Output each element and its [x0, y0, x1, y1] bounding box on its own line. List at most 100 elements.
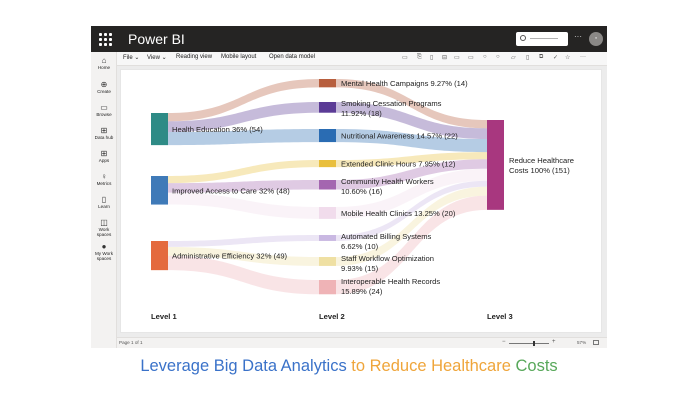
my-workspace-icon: ●	[101, 242, 107, 251]
link-health-education-to-smoking-cessation-programs[interactable]	[168, 102, 319, 133]
link-health-education-to-nutritional-awareness[interactable]	[168, 129, 319, 146]
link-administrative-efficiency-to-interoperable-health-records[interactable]	[168, 255, 319, 295]
link-mental-health-campaigns-to-reduce-healthcare-costs[interactable]	[336, 79, 487, 129]
nav-item-create[interactable]: ⊕ Create	[91, 80, 117, 94]
report-menu-bar: File ⌄ View ⌄ Reading view Mobile layout…	[117, 52, 607, 66]
comment-icon[interactable]: ▭	[402, 55, 408, 61]
file-menu[interactable]: File ⌄	[123, 54, 139, 61]
sankey-labels: Health Education 36% (54) Improved Access…	[151, 79, 574, 321]
sankey-nodes	[151, 79, 504, 295]
workspaces-icon: ◫	[100, 218, 108, 227]
metrics-icon: ♀	[101, 172, 107, 181]
zoom-out-icon[interactable]: −	[502, 339, 506, 345]
app-launcher-icon[interactable]	[98, 32, 112, 46]
link-health-education-to-mental-health-campaigns[interactable]	[168, 79, 319, 122]
node-administrative-efficiency[interactable]	[151, 241, 168, 271]
caption-part-1: Leverage Big Data Analytics	[140, 357, 347, 375]
node-health-education[interactable]	[151, 113, 168, 146]
link-nutritional-awareness-to-reduce-healthcare-costs[interactable]	[336, 129, 487, 153]
link-improved-access-to-care-to-extended-clinic-hours[interactable]	[168, 160, 319, 184]
link-community-health-workers-to-reduce-healthcare-costs[interactable]	[336, 159, 487, 190]
nav-item-my-workspaces[interactable]: ● My Work spaces	[91, 242, 117, 262]
node-label-interoperable-health-records: Interoperable Health Records	[341, 277, 440, 286]
mobile-layout-button[interactable]: Mobile layout	[221, 54, 257, 60]
caption-part-3: Costs	[510, 357, 558, 375]
refresh-icon[interactable]: ○	[483, 54, 487, 60]
node-interoperable-health-records[interactable]	[319, 280, 336, 295]
display-icon[interactable]: ▭	[468, 55, 474, 61]
open-data-model-button[interactable]: Open data model	[269, 54, 316, 60]
link-extended-clinic-hours-to-reduce-healthcare-costs[interactable]	[336, 152, 487, 168]
nav-item-label: Browse	[96, 112, 112, 117]
zoom-slider[interactable]	[509, 341, 549, 346]
node-nutritional-awareness[interactable]	[319, 129, 336, 143]
panel-icon[interactable]: ▯	[526, 55, 530, 61]
link-smoking-cessation-programs-to-reduce-healthcare-costs[interactable]	[336, 102, 487, 140]
check-icon[interactable]: ✓	[553, 55, 559, 61]
bookmark-icon[interactable]: ▯	[430, 55, 434, 61]
link-administrative-efficiency-to-automated-billing-systems[interactable]	[168, 235, 319, 247]
caption: Leverage Big Data Analytics to Reduce He…	[0, 357, 698, 376]
view-menu-label: View	[147, 55, 160, 61]
node-value-reduce-healthcare-costs: Costs 100% (151)	[509, 166, 570, 175]
more-icon[interactable]: ···	[580, 54, 586, 60]
link-mobile-health-clinics-to-reduce-healthcare-costs[interactable]	[336, 168, 487, 219]
circle-icon[interactable]: ○	[496, 54, 500, 60]
learn-icon: ▯	[101, 195, 107, 204]
node-extended-clinic-hours[interactable]	[319, 160, 336, 168]
chat-icon[interactable]: ▱	[511, 55, 516, 61]
node-automated-billing-systems[interactable]	[319, 235, 336, 241]
nav-item-home[interactable]: ⌂ Home	[91, 56, 117, 70]
zoom-slider-handle[interactable]	[533, 341, 535, 346]
sankey-chart[interactable]: Health Education 36% (54) Improved Access…	[121, 70, 603, 334]
node-reduce-healthcare-costs[interactable]	[487, 120, 504, 210]
copy-icon[interactable]: ⎘	[417, 54, 422, 60]
nav-item-label: Work spaces	[96, 227, 112, 238]
filter-icon[interactable]: ⊟	[442, 55, 448, 61]
avatar[interactable]: ◦	[589, 32, 603, 46]
level-label-3: Level 3	[487, 312, 513, 321]
node-label-staff-workflow-optimization: Staff Workflow Optimization	[341, 254, 434, 263]
node-mental-health-campaigns[interactable]	[319, 79, 336, 88]
node-staff-workflow-optimization[interactable]	[319, 257, 336, 266]
chevron-down-icon: ⌄	[134, 55, 140, 61]
data-hub-icon: ⊞	[100, 126, 108, 135]
node-label-administrative-efficiency: Administrative Efficiency 32% (49)	[172, 252, 288, 261]
nav-item-workspaces[interactable]: ◫ Work spaces	[91, 218, 117, 238]
node-value-staff-workflow-optimization: 9.93% (15)	[341, 264, 379, 273]
share-icon[interactable]: ⧉	[539, 54, 544, 60]
link-improved-access-to-care-to-community-health-workers[interactable]	[168, 180, 319, 193]
link-interoperable-health-records-to-reduce-healthcare-costs[interactable]	[336, 195, 487, 295]
nav-item-label: Create	[97, 89, 111, 94]
link-staff-workflow-optimization-to-reduce-healthcare-costs[interactable]	[336, 186, 487, 266]
view-icon[interactable]: ▭	[454, 55, 460, 61]
home-icon: ⌂	[101, 56, 107, 65]
left-nav: ⌂ Home ⊕ Create ▭ Browse ⊞ Data hub ⊞ Ap…	[91, 52, 117, 348]
nav-item-learn[interactable]: ▯ Learn	[91, 195, 117, 209]
link-administrative-efficiency-to-staff-workflow-optimization[interactable]	[168, 246, 319, 266]
node-smoking-cessation-programs[interactable]	[319, 102, 336, 113]
zoom-in-icon[interactable]: +	[552, 339, 556, 345]
node-value-automated-billing-systems: 6.62% (10)	[341, 242, 379, 251]
node-improved-access-to-care[interactable]	[151, 176, 168, 205]
nav-item-datahub[interactable]: ⊞ Data hub	[91, 126, 117, 140]
search-placeholder: ————	[530, 35, 558, 42]
more-options-icon[interactable]: ···	[574, 32, 582, 41]
nav-item-browse[interactable]: ▭ Browse	[91, 103, 117, 117]
node-community-health-workers[interactable]	[319, 180, 336, 190]
link-improved-access-to-care-to-mobile-health-clinics[interactable]	[168, 192, 319, 219]
node-value-community-health-workers: 10.60% (16)	[341, 187, 383, 196]
status-bar: Page 1 of 1 − + 57%	[117, 337, 607, 348]
reading-view-button[interactable]: Reading view	[176, 54, 213, 60]
link-automated-billing-systems-to-reduce-healthcare-costs[interactable]	[336, 180, 487, 241]
nav-item-metrics[interactable]: ♀ Metrics	[91, 172, 117, 186]
node-mobile-health-clinics[interactable]	[319, 207, 336, 219]
favorite-icon[interactable]: ☆	[565, 55, 571, 61]
search-box[interactable]: ————	[516, 32, 568, 46]
fit-to-page-icon[interactable]	[593, 340, 599, 345]
search-icon	[520, 35, 526, 41]
nav-item-apps[interactable]: ⊞ Apps	[91, 149, 117, 163]
file-menu-label: File	[123, 55, 133, 61]
view-menu[interactable]: View ⌄	[147, 54, 167, 61]
nav-item-label: Metrics	[96, 181, 112, 186]
